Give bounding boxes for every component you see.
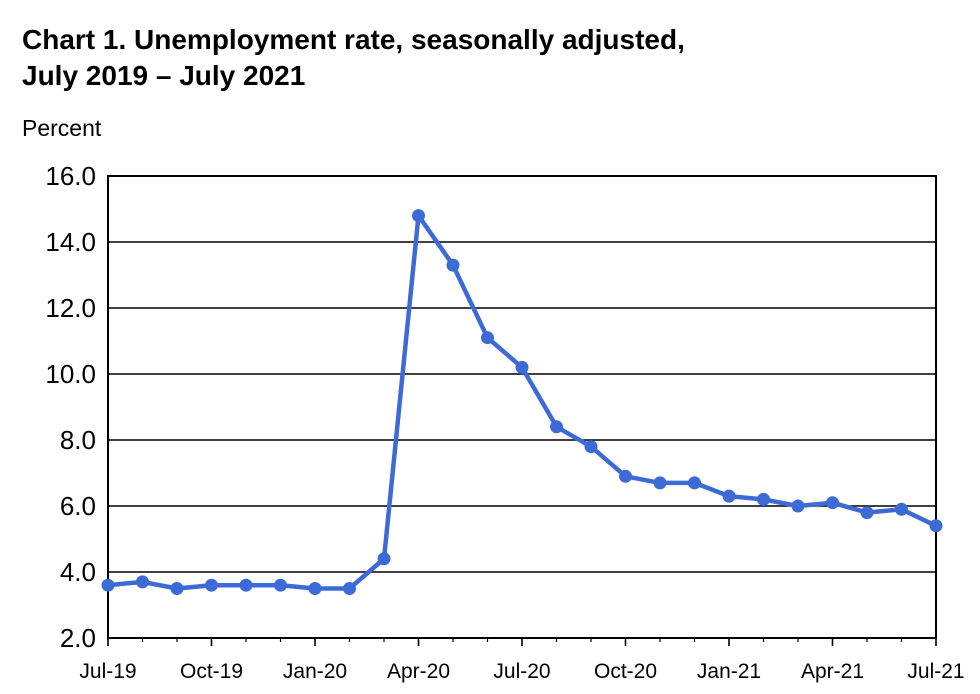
x-tick-label: Apr-21 (801, 660, 864, 683)
data-point (895, 502, 908, 516)
x-tick-label: Jul-20 (493, 660, 550, 683)
data-point (170, 582, 184, 595)
data-point (826, 496, 839, 510)
x-tick-label: Jul-19 (79, 660, 136, 683)
x-tick-label: Jul-21 (907, 660, 964, 683)
series-line (105, 213, 939, 591)
data-point (308, 582, 322, 595)
data-point (757, 492, 770, 506)
chart-title-line-1: Chart 1. Unemployment rate, seasonally a… (22, 24, 685, 55)
x-tick-label: Jan-20 (283, 660, 347, 683)
data-point (515, 360, 529, 374)
y-tick-label: 4.0 (60, 557, 96, 587)
x-tick-label: Apr-20 (387, 660, 450, 683)
data-point (136, 575, 149, 589)
data-point (722, 489, 736, 503)
data-point (274, 578, 287, 592)
y-tick-label: 12.0 (45, 293, 96, 323)
data-point (929, 519, 943, 533)
data-point (860, 506, 874, 520)
y-tick-label: 10.0 (45, 359, 96, 389)
y-axis-label: Percent (22, 115, 102, 141)
y-tick-label: 8.0 (60, 425, 96, 455)
data-point (377, 552, 391, 566)
data-point (653, 476, 667, 490)
chart-title: Chart 1. Unemployment rate, seasonally a… (22, 22, 685, 94)
plot-frame (107, 175, 937, 639)
data-point (481, 331, 494, 345)
y-tick-label: 6.0 (60, 491, 96, 521)
x-tick-label: Jan-21 (697, 660, 761, 683)
y-tick-label: 16.0 (45, 161, 96, 191)
data-point (688, 476, 701, 490)
data-point (584, 440, 598, 454)
x-tick-label: Oct-19 (180, 660, 243, 683)
data-point (550, 420, 563, 434)
y-tick-label: 14.0 (45, 227, 96, 257)
data-point (446, 258, 460, 272)
y-tick-label: 2.0 (60, 623, 96, 653)
data-point (343, 582, 356, 595)
chart-title-line-2: July 2019 – July 2021 (22, 60, 306, 91)
data-point (205, 578, 218, 592)
data-point (412, 209, 425, 223)
data-point (239, 578, 253, 592)
data-point (791, 499, 805, 513)
x-tick-label: Oct-20 (594, 660, 657, 683)
data-point (101, 578, 115, 592)
data-point (619, 469, 632, 483)
